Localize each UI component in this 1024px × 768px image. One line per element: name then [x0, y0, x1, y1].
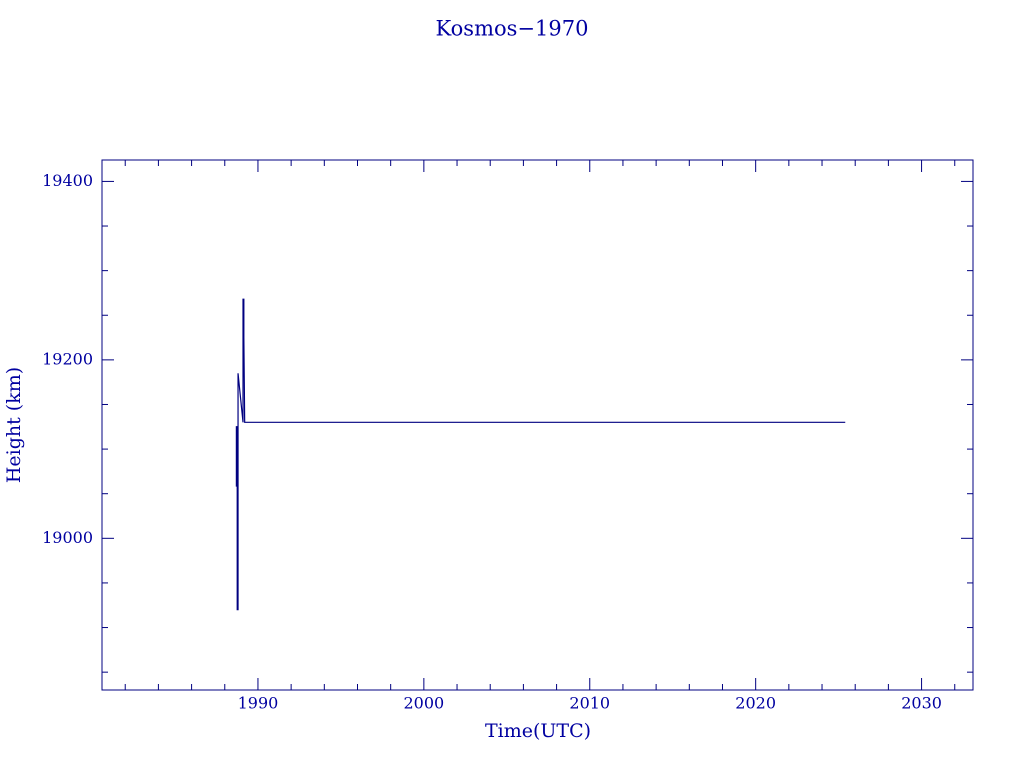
y-tick-label: 19200 — [42, 349, 93, 368]
chart-title: Kosmos−1970 — [436, 17, 589, 41]
y-axis-label: Height (km) — [3, 367, 25, 483]
x-tick-label: 1990 — [238, 694, 279, 713]
plot-frame — [101, 159, 974, 691]
data-line — [235, 298, 846, 611]
x-tick-label: 2030 — [901, 694, 942, 713]
x-tick-label: 2010 — [569, 694, 610, 713]
x-tick-label: 2020 — [735, 694, 776, 713]
y-tick-label: 19000 — [42, 528, 93, 547]
x-axis-label: Time(UTC) — [485, 720, 591, 742]
y-tick-label: 19400 — [42, 171, 93, 190]
x-tick-label: 2000 — [403, 694, 444, 713]
